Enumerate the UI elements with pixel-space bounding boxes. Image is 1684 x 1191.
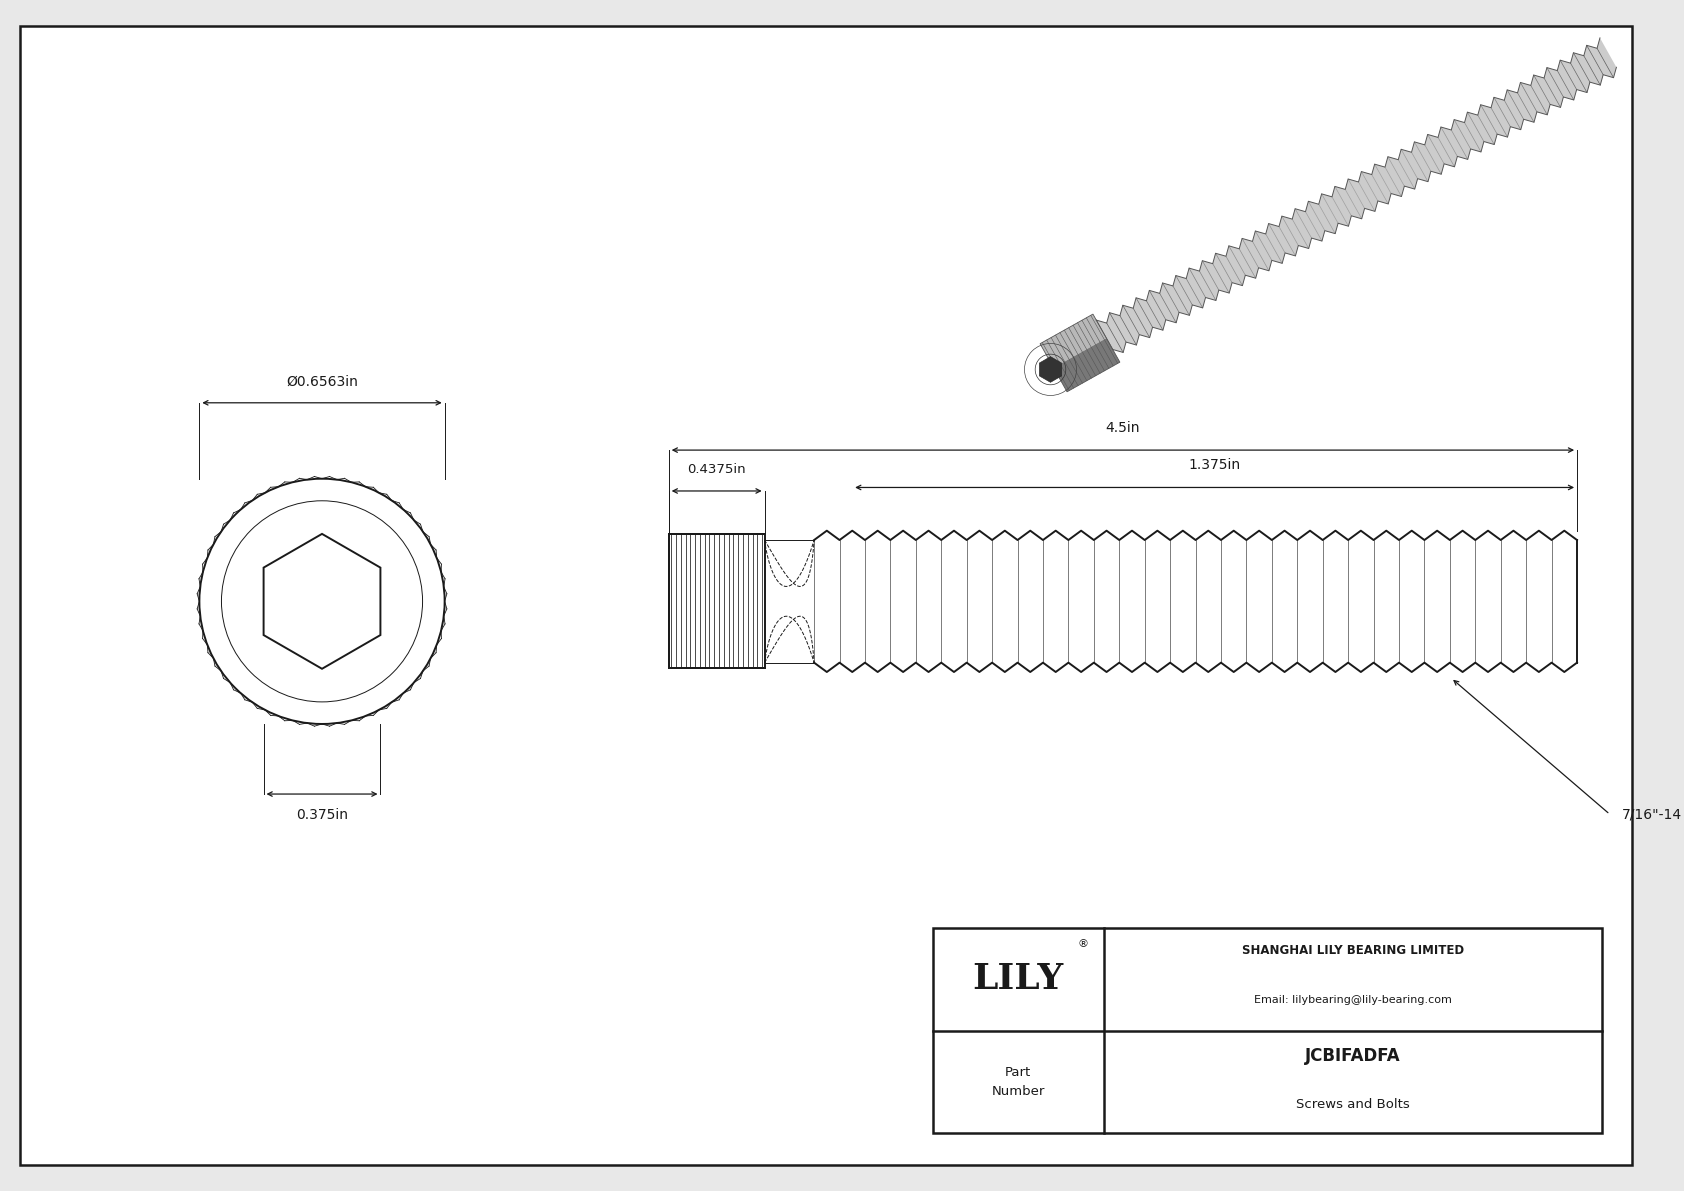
Text: Email: lilybearing@lily-bearing.com: Email: lilybearing@lily-bearing.com: [1253, 996, 1452, 1005]
Text: ®: ®: [1078, 940, 1088, 949]
Text: 0.375in: 0.375in: [296, 807, 349, 822]
Polygon shape: [1096, 38, 1617, 353]
Polygon shape: [1041, 314, 1106, 368]
Polygon shape: [813, 531, 1576, 672]
Text: 1.375in: 1.375in: [1189, 459, 1241, 473]
Polygon shape: [1054, 338, 1120, 392]
Text: 0.4375in: 0.4375in: [687, 463, 746, 475]
Text: 7/16"-14: 7/16"-14: [1622, 807, 1682, 822]
Text: LILY: LILY: [973, 962, 1064, 997]
Text: 4.5in: 4.5in: [1106, 420, 1140, 435]
Bar: [669, 535, 765, 668]
Text: Ø0.6563in: Ø0.6563in: [286, 375, 359, 388]
Text: Screws and Bolts: Screws and Bolts: [1295, 1098, 1410, 1111]
Text: Part
Number: Part Number: [992, 1066, 1046, 1098]
Bar: [933, 928, 1601, 1133]
Text: SHANGHAI LILY BEARING LIMITED: SHANGHAI LILY BEARING LIMITED: [1241, 943, 1463, 956]
Polygon shape: [1039, 356, 1061, 382]
Text: JCBIFADFA: JCBIFADFA: [1305, 1047, 1401, 1065]
